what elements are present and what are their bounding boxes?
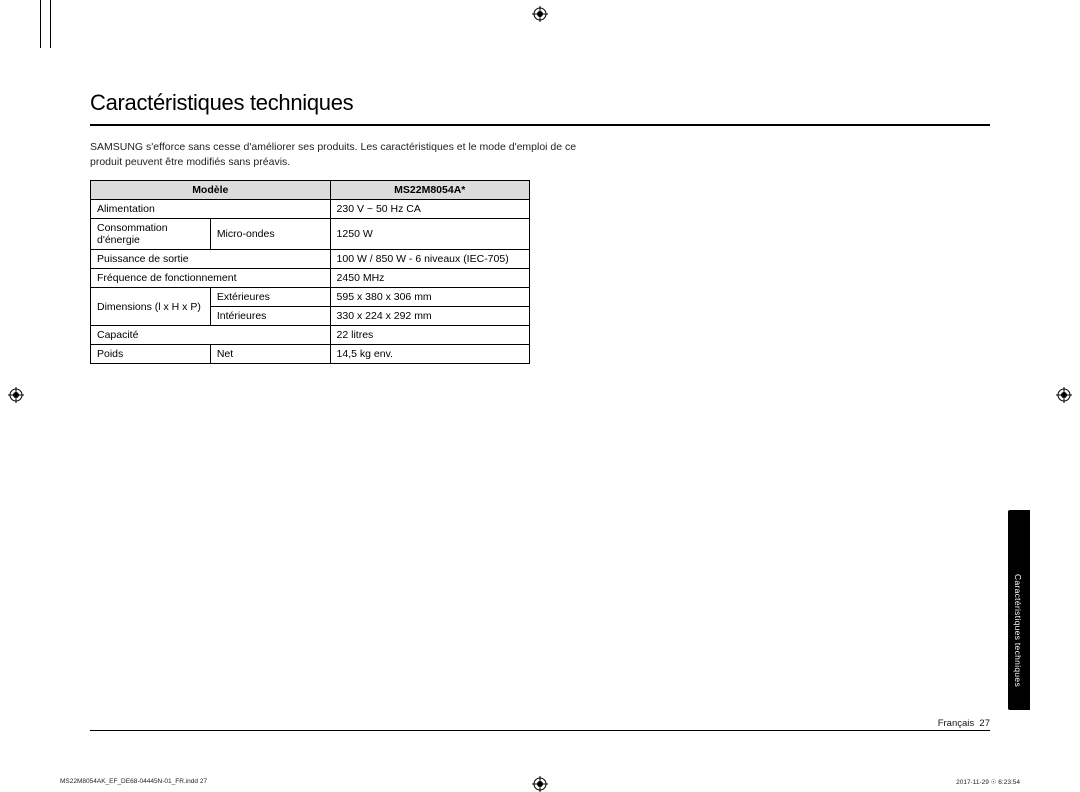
- crop-line: [40, 0, 41, 48]
- bottom-rule: [90, 730, 990, 731]
- print-footer-right: 2017-11-29 ☉ 6:23:54: [956, 778, 1020, 786]
- table-row: Poids Net 14,5 kg env.: [91, 345, 530, 364]
- table-row: Fréquence de fonctionnement 2450 MHz: [91, 269, 530, 288]
- spec-label: Fréquence de fonctionnement: [91, 269, 331, 288]
- header-model: Modèle: [91, 181, 331, 200]
- page-content: Caractéristiques techniques SAMSUNG s'ef…: [90, 90, 990, 364]
- spec-value: 22 litres: [330, 326, 529, 345]
- spec-value: 230 V ~ 50 Hz CA: [330, 200, 529, 219]
- spec-sub: Net: [210, 345, 330, 364]
- title-rule: [90, 124, 990, 126]
- table-header-row: Modèle MS22M8054A*: [91, 181, 530, 200]
- spec-value: 100 W / 850 W - 6 niveaux (IEC-705): [330, 250, 529, 269]
- spec-value: 1250 W: [330, 219, 529, 250]
- side-tab: Caractéristiques techniques: [1008, 510, 1030, 710]
- page-lang-label: Français: [938, 718, 974, 729]
- spec-table: Modèle MS22M8054A* Alimentation 230 V ~ …: [90, 180, 530, 364]
- spec-label: Alimentation: [91, 200, 331, 219]
- table-row: Consommation d'énergie Micro-ondes 1250 …: [91, 219, 530, 250]
- reg-mark-top: [532, 6, 548, 22]
- table-row: Puissance de sortie 100 W / 850 W - 6 ni…: [91, 250, 530, 269]
- spec-label: Consommation d'énergie: [91, 219, 211, 250]
- print-footer-left: MS22M8054AK_EF_DE68-04445N-01_FR.indd 27: [60, 778, 207, 785]
- crop-line: [50, 0, 51, 48]
- spec-value: 2450 MHz: [330, 269, 529, 288]
- spec-label: Capacité: [91, 326, 331, 345]
- reg-mark-left: [8, 387, 24, 403]
- header-product: MS22M8054A*: [330, 181, 529, 200]
- spec-label: Dimensions (l x H x P): [91, 288, 211, 326]
- intro-text: SAMSUNG s'efforce sans cesse d'améliorer…: [90, 140, 610, 170]
- page-number: 27: [979, 718, 990, 729]
- table-row: Alimentation 230 V ~ 50 Hz CA: [91, 200, 530, 219]
- spec-value: 330 x 224 x 292 mm: [330, 307, 529, 326]
- spec-label: Puissance de sortie: [91, 250, 331, 269]
- spec-value: 595 x 380 x 306 mm: [330, 288, 529, 307]
- side-tab-label: Caractéristiques techniques: [1013, 574, 1023, 687]
- reg-mark-right: [1056, 387, 1072, 403]
- spec-sub: Micro-ondes: [210, 219, 330, 250]
- table-row: Capacité 22 litres: [91, 326, 530, 345]
- section-title: Caractéristiques techniques: [90, 90, 990, 116]
- spec-sub: Extérieures: [210, 288, 330, 307]
- spec-sub: Intérieures: [210, 307, 330, 326]
- page-language-number: Français 27: [938, 718, 990, 729]
- spec-value: 14,5 kg env.: [330, 345, 529, 364]
- spec-label: Poids: [91, 345, 211, 364]
- table-row: Dimensions (l x H x P) Extérieures 595 x…: [91, 288, 530, 307]
